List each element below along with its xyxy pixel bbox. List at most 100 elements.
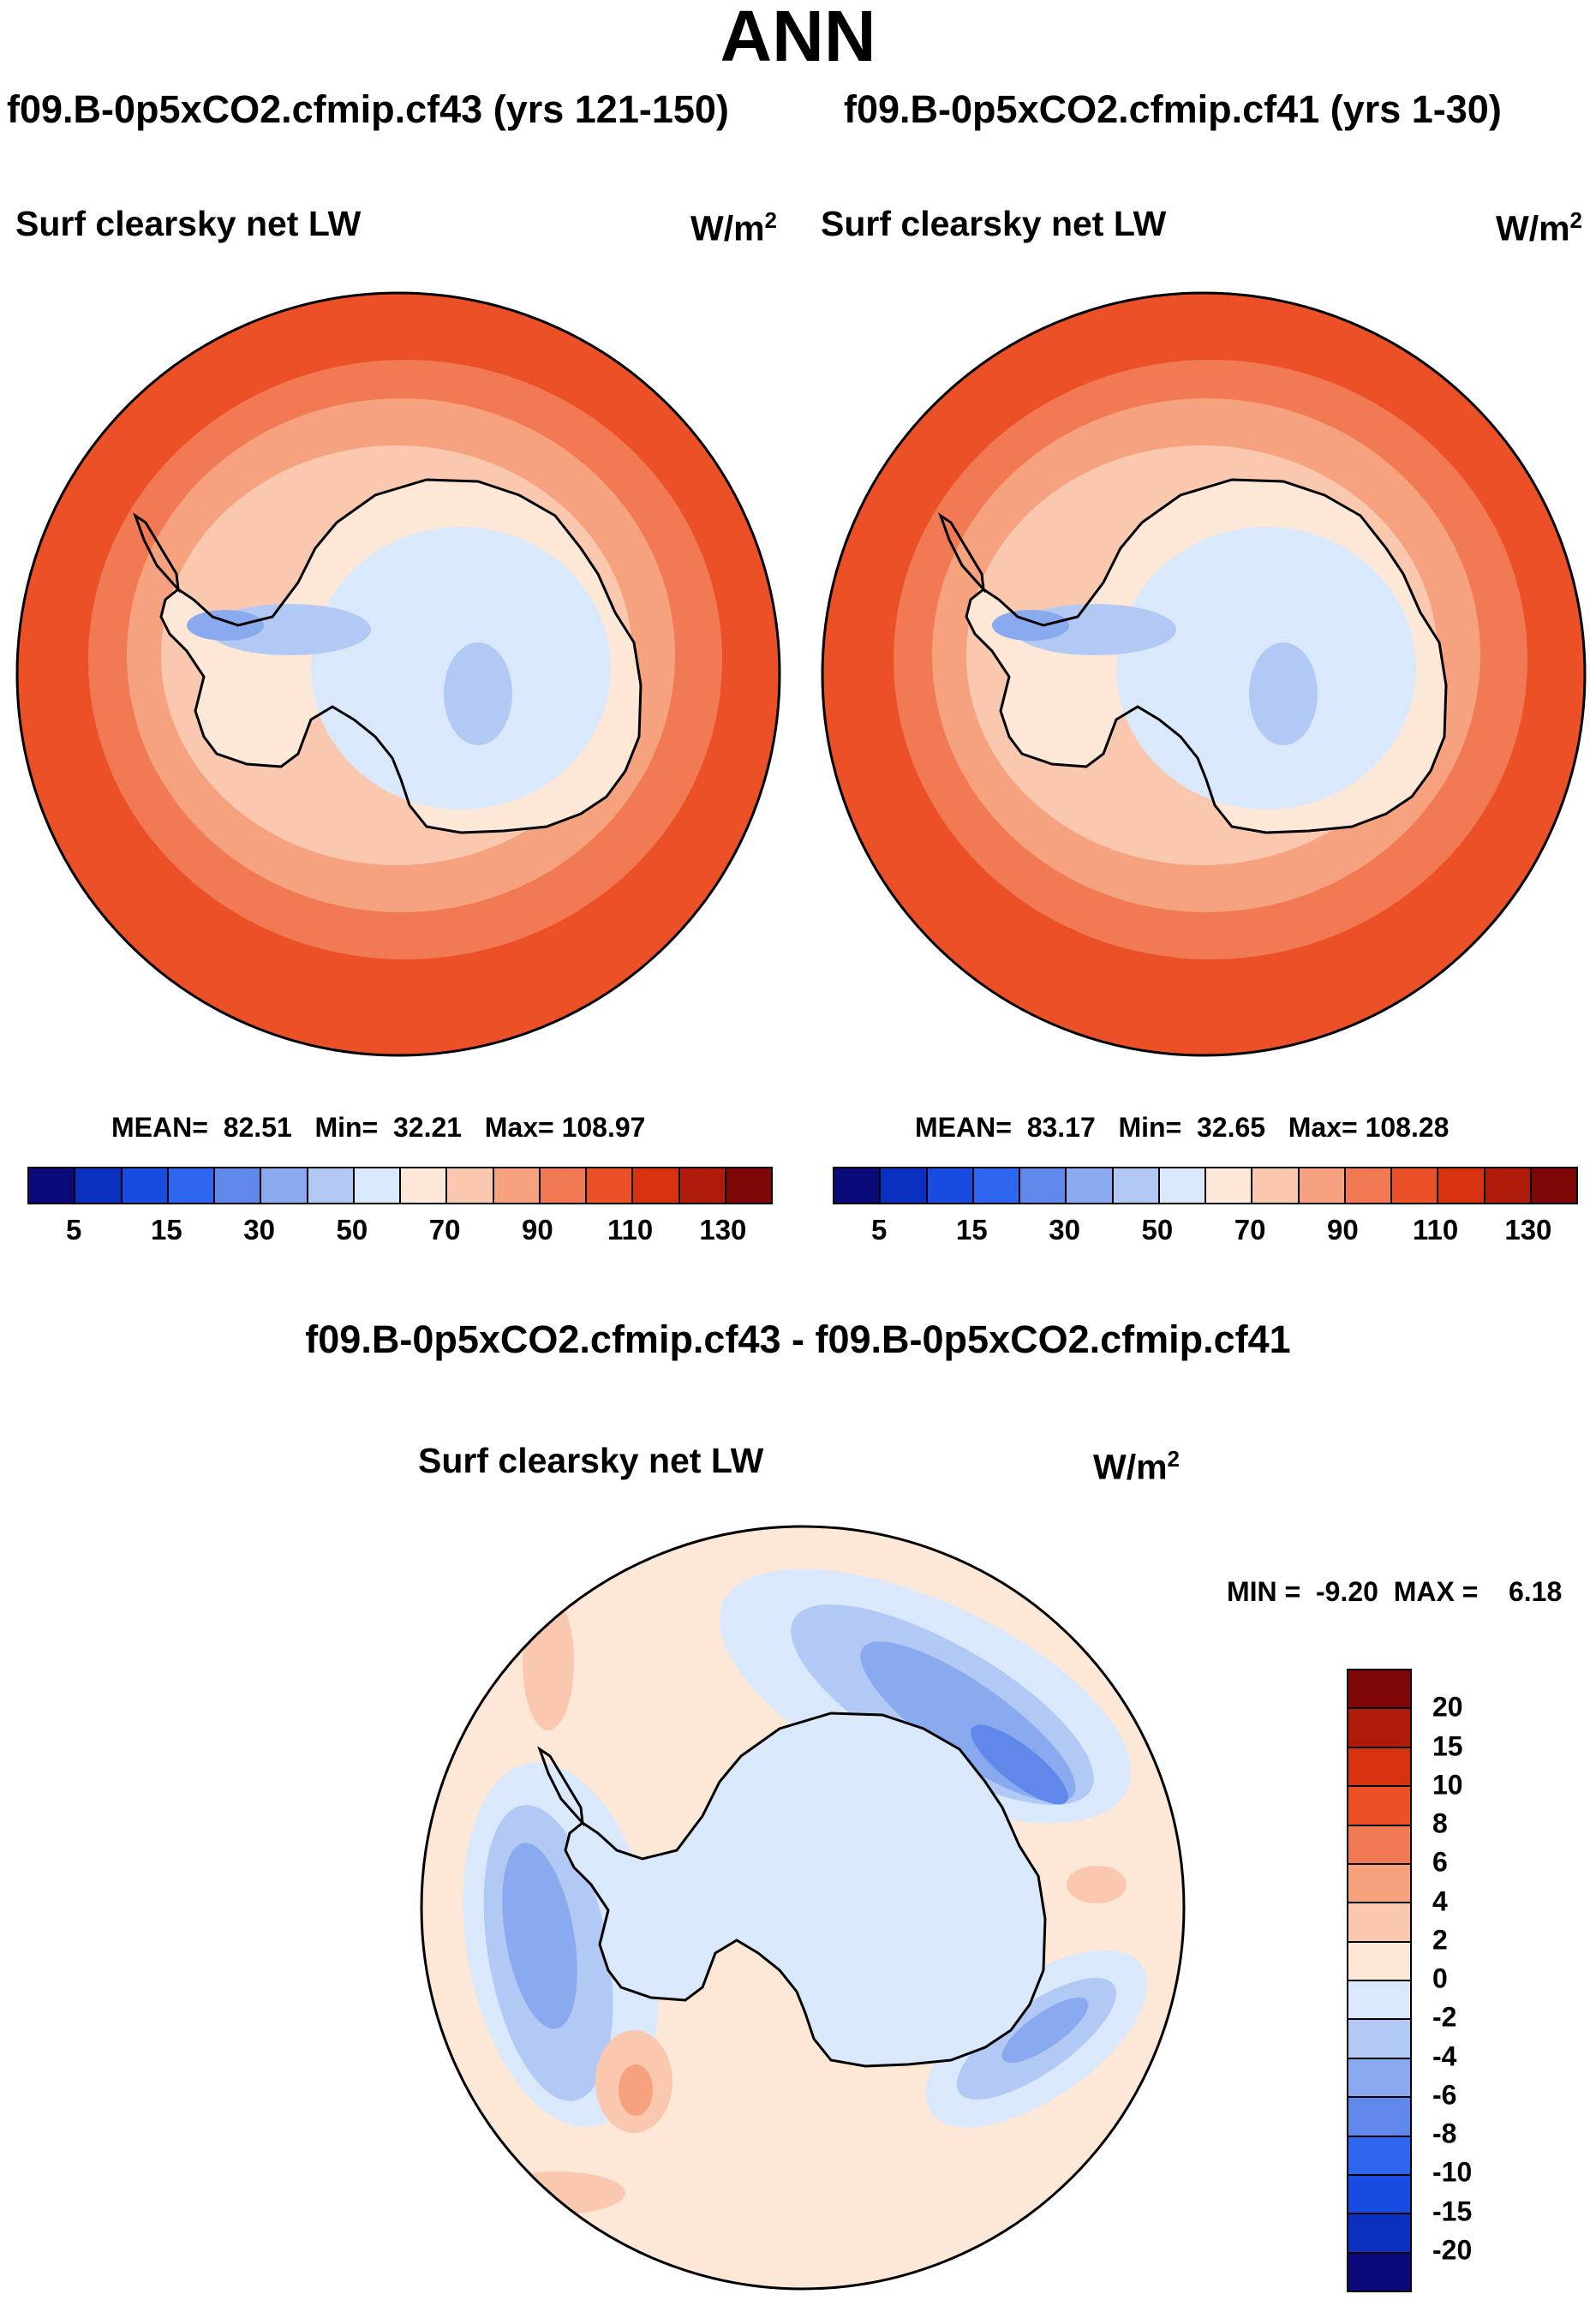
colorbar-tick-label: 4 [1432, 1885, 1448, 1916]
colorbar-swatch [308, 1168, 355, 1203]
right-case-title: f09.B-0p5xCO2.cfmip.cf41 (yrs 1-30) [844, 87, 1502, 131]
colorbar-swatch [1438, 1168, 1485, 1203]
colorbar-tick-label: -20 [1432, 2234, 1473, 2266]
colorbar-swatch [540, 1168, 587, 1203]
colorbar-tick-label: 5 [870, 1214, 888, 1246]
map-field [421, 1526, 1184, 2289]
colorbar-swatch [493, 1168, 541, 1203]
colorbar-tick-label: 130 [699, 1214, 747, 1246]
colorbar-tick-label: 15 [151, 1214, 182, 1246]
ice-low-zone [1249, 642, 1318, 745]
main-title: ANN [720, 0, 876, 76]
map-field [822, 293, 1585, 1055]
right-colorbar [833, 1167, 1578, 1204]
pos-anomaly-region [488, 2172, 625, 2214]
peninsula-coastline [938, 512, 986, 594]
left-colorbar [27, 1167, 773, 1204]
colorbar-swatch [1348, 1942, 1410, 1981]
ice-low-zone [444, 642, 512, 745]
colorbar-tick-label: 2 [1432, 1924, 1448, 1956]
map-border [15, 291, 781, 1057]
colorbar-swatch [1348, 1825, 1410, 1865]
colorbar-swatch [1485, 1168, 1532, 1203]
peninsula-coastline [133, 512, 181, 594]
colorbar-swatch [1020, 1168, 1067, 1203]
left-case-title: f09.B-0p5xCO2.cfmip.cf43 (yrs 121-150) [7, 87, 729, 131]
colorbar-swatch [215, 1168, 262, 1203]
colorbar-tick-label: 70 [1234, 1214, 1266, 1246]
neg-anomaly-region [1001, 1997, 1089, 2064]
colorbar-tick-label: 15 [1432, 1730, 1463, 1761]
colorbar-swatch [633, 1168, 680, 1203]
colorbar-swatch [1348, 1981, 1410, 2021]
colorbar-swatch [1348, 2136, 1410, 2176]
colorbar-swatch [1067, 1168, 1114, 1203]
colorbar-tick-label: 15 [956, 1214, 988, 1246]
neg-anomaly-region [971, 1724, 1068, 1805]
colorbar-swatch [1348, 2253, 1410, 2291]
diff-stats: MIN = -9.20 MAX = 6.18 [1227, 1576, 1563, 1607]
colorbar-swatch [927, 1168, 974, 1203]
colorbar-swatch [447, 1168, 494, 1203]
continent-fill [565, 1713, 1045, 2066]
colorbar-swatch [75, 1168, 123, 1203]
colorbar-swatch [1159, 1168, 1206, 1203]
left-polar-map [15, 291, 781, 1057]
map-border [821, 291, 1587, 1057]
colorbar-swatch [1348, 1670, 1410, 1710]
colorbar-tick-label: 70 [428, 1214, 461, 1246]
colorbar-tick-label: 90 [522, 1214, 553, 1246]
colorbar-tick-label: -8 [1432, 2118, 1457, 2149]
map-border [420, 1525, 1186, 2291]
colorbar-swatch [1348, 2214, 1410, 2254]
colorbar-swatch [1348, 2058, 1410, 2099]
diff-variable-label: Surf clearsky net LW [418, 1441, 764, 1480]
right-stats: MEAN= 83.17 Min= 32.65 Max= 108.28 [915, 1112, 1450, 1143]
ice-lower-zone [992, 610, 1069, 641]
diff-title: f09.B-0p5xCO2.cfmip.cf43 - f09.B-0p5xCO2… [305, 1317, 1291, 1361]
colorbar-tick-label: -4 [1432, 2040, 1457, 2071]
colorbar-tick-label: 50 [1141, 1214, 1174, 1246]
diff-polar-map [420, 1525, 1186, 2291]
colorbar-tick-label: -15 [1432, 2195, 1473, 2226]
colorbar-swatch [587, 1168, 634, 1203]
colorbar-swatch [1299, 1168, 1346, 1203]
left-units: W/m2 [690, 207, 778, 248]
diff-colorbar [1347, 1669, 1412, 2292]
colorbar-swatch [1348, 2098, 1410, 2137]
colorbar-swatch [29, 1168, 76, 1203]
pos-anomaly-region [1067, 1866, 1127, 1903]
colorbar-tick-label: 110 [607, 1214, 654, 1246]
colorbar-swatch [354, 1168, 401, 1203]
colorbar-swatch [1252, 1168, 1300, 1203]
colorbar-swatch [1348, 2175, 1410, 2215]
colorbar-tick-label: 130 [1504, 1214, 1552, 1246]
colorbar-tick-label: 10 [1432, 1769, 1463, 1801]
colorbar-tick-label: 6 [1432, 1846, 1448, 1878]
neg-anomaly-region [502, 1843, 577, 2029]
colorbar-swatch [1113, 1168, 1160, 1203]
colorbar-swatch [1348, 1747, 1410, 1788]
colorbar-swatch [973, 1168, 1020, 1203]
colorbar-swatch [726, 1168, 771, 1203]
colorbar-swatch [679, 1168, 726, 1203]
colorbar-swatch [1348, 1864, 1410, 1904]
coastline [564, 1712, 1047, 2068]
colorbar-swatch [881, 1168, 928, 1203]
colorbar-tick-label: 20 [1432, 1691, 1463, 1723]
coastline [965, 478, 1448, 834]
ice-lower-zone [187, 610, 264, 641]
pos-anomaly-region [523, 1593, 574, 1730]
colorbar-swatch [1531, 1168, 1576, 1203]
colorbar-tick-label: 5 [65, 1214, 82, 1246]
colorbar-tick-label: 30 [1049, 1214, 1080, 1246]
colorbar-swatch [401, 1168, 448, 1203]
coastline [159, 478, 643, 834]
colorbar-swatch [1348, 2020, 1410, 2059]
pos-anomaly-region [619, 2064, 653, 2116]
colorbar-tick-label: 110 [1413, 1214, 1459, 1246]
colorbar-tick-label: 30 [243, 1214, 275, 1246]
left-variable-label: Surf clearsky net LW [15, 204, 362, 243]
colorbar-tick-label: 50 [336, 1214, 368, 1246]
diff-units: W/m2 [1093, 1446, 1181, 1487]
